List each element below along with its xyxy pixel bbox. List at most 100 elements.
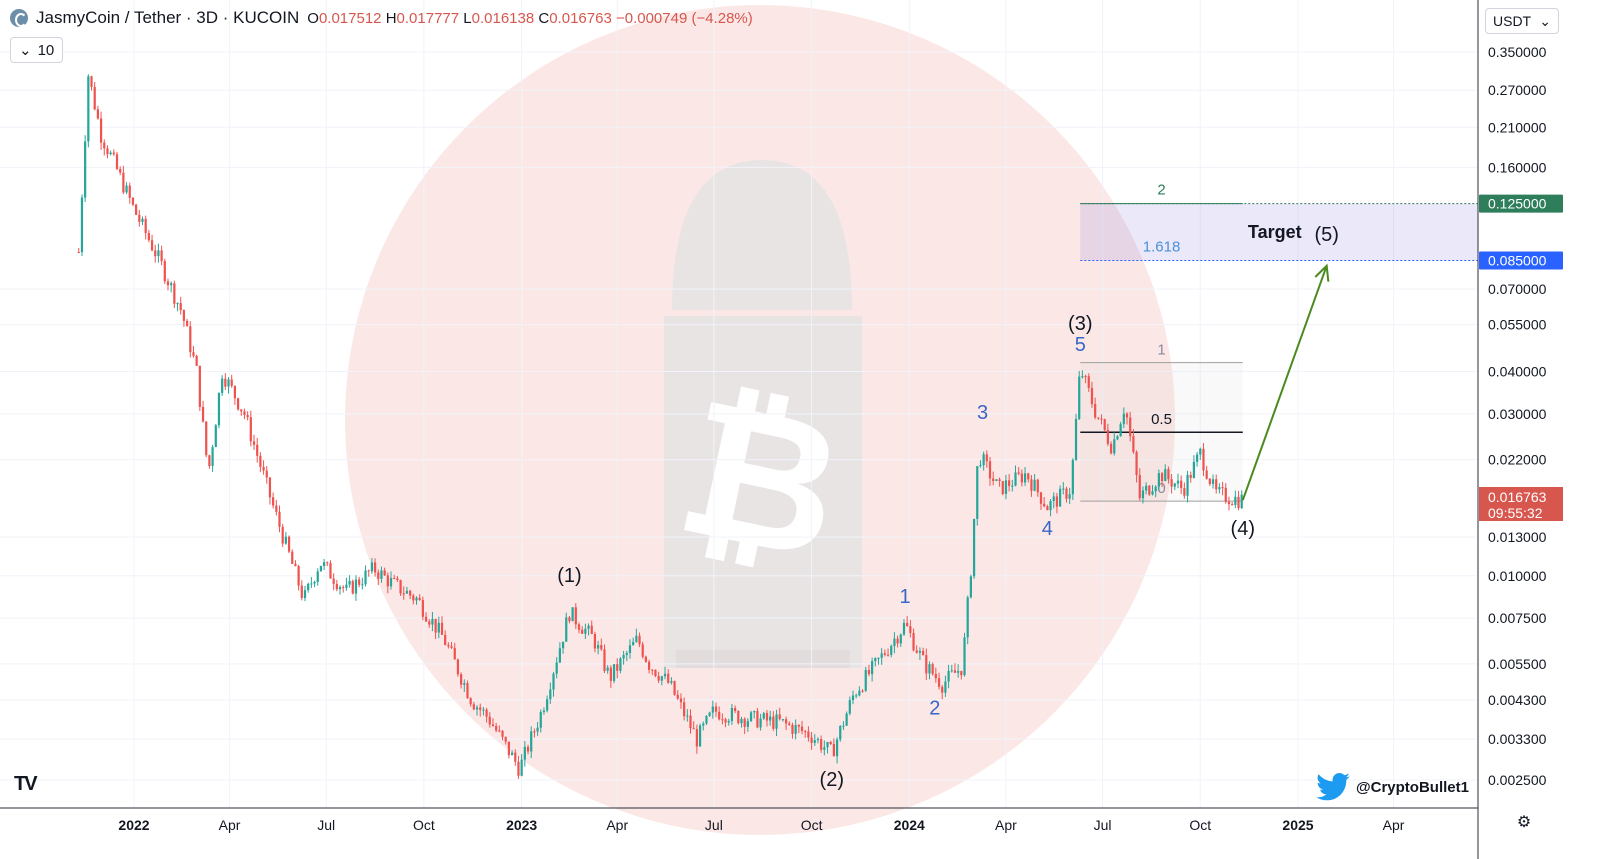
grid <box>0 0 1478 808</box>
x-tick-label: Apr <box>1383 817 1405 833</box>
fib-level-label-1618: 1.618 <box>1143 238 1181 255</box>
candle <box>428 621 431 625</box>
projection-arrow-head <box>1314 263 1330 282</box>
candle <box>300 585 303 599</box>
candle <box>985 454 988 462</box>
candle <box>848 700 851 714</box>
candle <box>536 727 539 732</box>
x-tick-label: Apr <box>995 817 1017 833</box>
candle <box>322 562 326 566</box>
candle <box>1001 481 1004 494</box>
candle <box>122 172 125 193</box>
candle <box>957 670 960 673</box>
candle <box>587 625 590 629</box>
wave-label: 4 <box>1042 518 1053 540</box>
candle <box>131 197 135 205</box>
candle <box>281 526 284 544</box>
candle <box>581 629 584 634</box>
candle <box>571 607 574 622</box>
candle <box>434 618 437 633</box>
candle <box>705 715 708 724</box>
candle <box>1145 485 1148 491</box>
candle <box>303 590 307 599</box>
candle <box>934 674 937 679</box>
candle <box>437 622 440 633</box>
candle <box>173 283 176 304</box>
candle <box>205 421 208 456</box>
candle <box>667 673 670 683</box>
candle <box>1154 486 1157 492</box>
watermark-bullet-body <box>664 316 862 668</box>
high-value: 0.017777 <box>396 9 460 27</box>
candle <box>1173 483 1176 487</box>
candle <box>1192 461 1196 478</box>
candle <box>275 505 278 512</box>
tradingview-logo-icon[interactable]: TV <box>14 773 38 795</box>
candle <box>166 281 170 286</box>
candle <box>498 730 501 732</box>
candle <box>638 635 641 645</box>
candle <box>507 741 511 756</box>
candle <box>972 518 976 577</box>
y-tick-label: 0.270000 <box>1488 82 1547 98</box>
candle <box>1078 376 1081 419</box>
candle <box>823 747 826 750</box>
candle <box>243 411 246 415</box>
credit-handle: @CryptoBullet1 <box>1356 778 1469 796</box>
settings-gear-icon[interactable]: ⚙ <box>1516 814 1532 831</box>
candle <box>189 326 192 353</box>
candles <box>77 74 1243 779</box>
candle <box>510 752 514 756</box>
candle <box>673 681 676 695</box>
candle <box>781 719 785 721</box>
candle <box>1103 419 1106 430</box>
symbol-title[interactable]: JasmyCoin / Tether · 3D · KUCOIN <box>36 8 300 27</box>
candle <box>1036 479 1039 493</box>
candle <box>217 392 221 426</box>
candle <box>185 320 189 327</box>
candle <box>651 669 654 671</box>
currency-select[interactable]: USDT ⌄ <box>1485 8 1559 34</box>
candle <box>628 645 632 654</box>
candle <box>224 378 227 387</box>
candle <box>1176 480 1180 484</box>
indicator-count-toggle[interactable]: ⌄ 10 <box>10 37 64 63</box>
candle <box>995 479 998 481</box>
candle <box>746 721 749 727</box>
candle <box>233 385 237 399</box>
candle <box>1199 448 1202 455</box>
candle <box>632 641 635 646</box>
candle <box>625 653 628 656</box>
candle <box>520 759 523 776</box>
candle <box>284 536 287 544</box>
chevron-down-icon: ⌄ <box>1539 12 1551 29</box>
candle <box>555 662 558 674</box>
candle <box>1049 501 1052 511</box>
candle <box>517 761 520 776</box>
y-tick-label: 0.010000 <box>1488 568 1547 584</box>
candle <box>402 593 405 595</box>
x-tick-label: Jul <box>317 817 335 833</box>
candle <box>319 565 323 572</box>
candle <box>456 659 460 675</box>
candle <box>297 566 300 586</box>
candle <box>160 250 163 262</box>
candle <box>463 683 466 685</box>
candle <box>412 595 415 601</box>
candle <box>195 355 198 366</box>
candle <box>115 154 119 169</box>
candle <box>192 352 195 356</box>
candle <box>291 551 294 564</box>
candle <box>969 576 973 598</box>
candle <box>1109 443 1113 454</box>
candle <box>546 699 549 711</box>
candle <box>600 645 603 650</box>
candle <box>1008 480 1011 486</box>
candle <box>558 648 561 663</box>
candle <box>851 695 855 701</box>
candle <box>128 185 131 198</box>
target-zone <box>1080 203 1478 261</box>
candle <box>249 417 252 442</box>
candle <box>1205 470 1208 479</box>
